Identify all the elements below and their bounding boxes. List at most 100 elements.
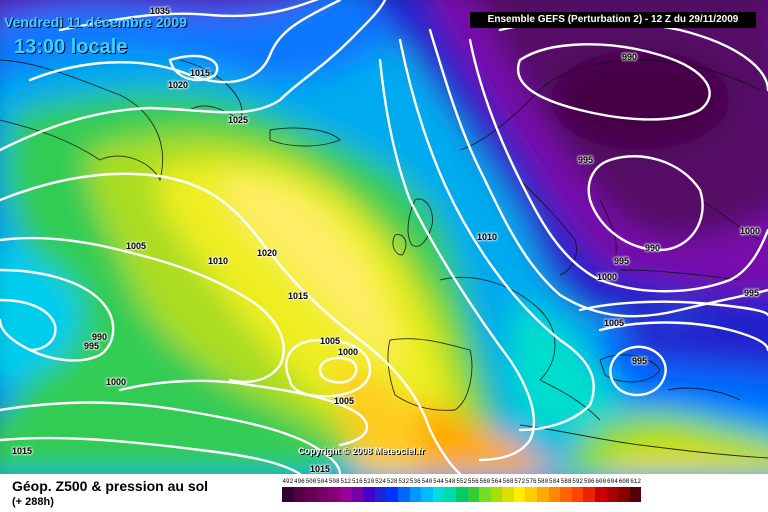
isobar-label: 995 xyxy=(578,155,594,165)
legend-value: 584 xyxy=(549,478,560,485)
legend-value: 596 xyxy=(583,478,595,485)
isobar-label: 995 xyxy=(84,341,100,351)
isobar-label: 1035 xyxy=(150,6,171,16)
legend-value: 572 xyxy=(514,478,526,485)
map-title: Géop. Z500 & pression au sol xyxy=(12,478,209,494)
legend-swatch xyxy=(328,487,340,502)
isobar-label: 1000 xyxy=(106,377,127,387)
coastlines xyxy=(0,59,768,459)
isobar-label: 1020 xyxy=(168,80,189,90)
isobar-label: 1005 xyxy=(334,396,355,406)
isobar-lines xyxy=(0,0,768,474)
legend-value: 544 xyxy=(433,478,444,485)
legend-swatch xyxy=(316,487,329,502)
legend-value: 504 xyxy=(317,478,328,485)
isobar-label: 1015 xyxy=(310,464,331,474)
isobar-label: 1015 xyxy=(288,291,309,301)
legend-swatch xyxy=(606,487,619,502)
isobar-label: 1000 xyxy=(338,347,359,357)
lead-time: (+ 288h) xyxy=(12,496,54,508)
legend-swatch xyxy=(525,487,538,502)
isobar-label: 990 xyxy=(92,332,108,342)
legend-value: 576 xyxy=(525,478,537,485)
legend-value: 588 xyxy=(560,478,572,485)
isobar-label: 995 xyxy=(632,356,648,366)
geopotential-field xyxy=(0,0,768,474)
legend-value: 496 xyxy=(293,478,305,485)
legend-value: 560 xyxy=(479,478,491,485)
legend-value: 528 xyxy=(386,478,398,485)
isobar-label: 995 xyxy=(614,256,630,266)
copyright: Copyright © 2008 Meteociel.fr xyxy=(298,446,425,456)
isobar-label: 1015 xyxy=(190,68,211,78)
legend-swatch xyxy=(455,487,468,502)
legend-swatch xyxy=(618,487,630,502)
legend-swatch xyxy=(467,487,480,502)
isobar-label: 1005 xyxy=(126,241,147,251)
legend-swatch xyxy=(490,487,503,502)
footer-bar: Géop. Z500 & pression au sol (+ 288h) 49… xyxy=(0,474,768,512)
legend-swatch xyxy=(548,487,561,502)
legend-swatch xyxy=(432,487,445,502)
legend-swatch xyxy=(293,487,306,502)
legend-value: 564 xyxy=(491,478,502,485)
legend-swatch xyxy=(351,487,364,502)
legend-labels: 492 496 500 504 508 512 516 520 524 528 532 536 540 5… xyxy=(282,478,641,485)
legend-value: 500 xyxy=(305,478,317,485)
legend-bar xyxy=(282,487,642,502)
isobar-label: 1020 xyxy=(257,248,278,258)
legend-swatch xyxy=(409,487,422,502)
legend-value: 540 xyxy=(421,478,433,485)
legend-swatch xyxy=(479,487,491,502)
isobar-label: 1010 xyxy=(477,232,498,242)
legend-swatch xyxy=(363,487,375,502)
legend-value: 552 xyxy=(456,478,468,485)
model-run-label: Ensemble GEFS (Perturbation 2) - 12 Z du… xyxy=(470,12,756,28)
legend-swatch xyxy=(583,487,596,502)
forecast-date: Vendredi 11 décembre 2009 xyxy=(4,14,187,30)
isobar-label: 990 xyxy=(645,243,661,253)
isobar-label: 1005 xyxy=(604,318,625,328)
legend-value: 600 xyxy=(595,478,607,485)
isobar-label: 1010 xyxy=(208,256,229,266)
legend-swatch xyxy=(571,487,584,502)
isobar-label: 995 xyxy=(744,288,760,298)
legend-swatch xyxy=(502,487,514,502)
legend-value: 512 xyxy=(340,478,352,485)
legend-value: 548 xyxy=(444,478,456,485)
color-legend: 492 496 500 504 508 512 516 520 524 528 532 536 540 5… xyxy=(282,478,642,502)
legend-swatch xyxy=(397,487,410,502)
legend-swatch xyxy=(560,487,572,502)
legend-value: 516 xyxy=(351,478,363,485)
legend-value: 568 xyxy=(502,478,514,485)
isobar-label: 1025 xyxy=(228,115,249,125)
forecast-time: 13:00 locale xyxy=(14,36,128,58)
legend-value: 604 xyxy=(607,478,618,485)
legend-swatch xyxy=(305,487,317,502)
isobar-label: 1000 xyxy=(740,226,761,236)
isobar-label: 1005 xyxy=(320,336,341,346)
isobar-label: 1000 xyxy=(597,272,618,282)
legend-value: 536 xyxy=(409,478,421,485)
map-canvas xyxy=(0,0,768,474)
legend-swatch xyxy=(595,487,607,502)
legend-value: 520 xyxy=(363,478,375,485)
legend-swatch xyxy=(421,487,433,502)
legend-value: 556 xyxy=(467,478,479,485)
legend-swatch xyxy=(282,487,294,502)
legend-swatch xyxy=(339,487,352,502)
legend-swatch xyxy=(444,487,456,502)
legend-swatch xyxy=(386,487,398,502)
legend-value: 532 xyxy=(398,478,410,485)
isobar-label: 990 xyxy=(622,52,638,62)
legend-swatch xyxy=(374,487,387,502)
legend-value: 608 xyxy=(618,478,630,485)
isobar-label: 1015 xyxy=(12,446,33,456)
legend-swatch xyxy=(537,487,549,502)
legend-value: 612 xyxy=(630,478,642,485)
legend-value: 592 xyxy=(572,478,584,485)
legend-value: 492 xyxy=(282,478,294,485)
legend-swatch xyxy=(629,487,642,502)
legend-value: 580 xyxy=(537,478,549,485)
